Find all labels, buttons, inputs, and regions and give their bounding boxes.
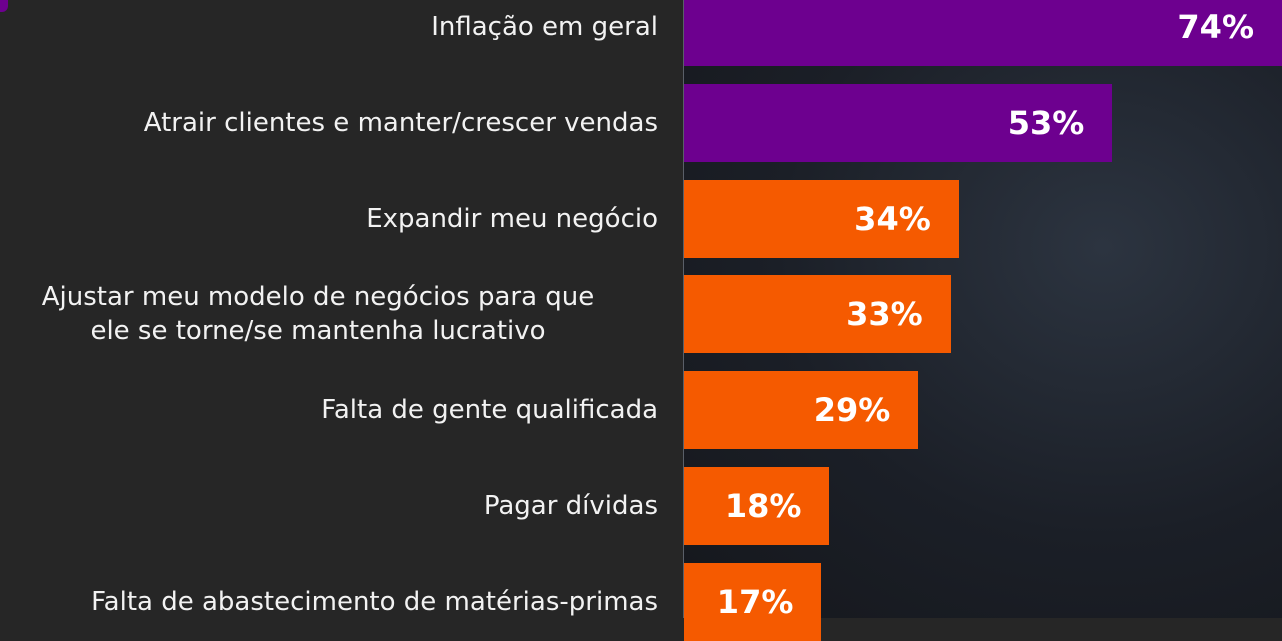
value-label: 53% (1008, 103, 1085, 143)
category-label: Falta de abastecimento de matérias-prima… (0, 585, 658, 619)
category-label: Expandir meu negócio (0, 202, 658, 236)
category-label: Falta de gente qualificada (0, 393, 658, 427)
value-label: 74% (1177, 7, 1254, 47)
value-label: 33% (846, 294, 923, 334)
value-label: 17% (717, 582, 794, 622)
category-label: Inflação em geral (0, 10, 658, 44)
value-label: 29% (814, 390, 891, 430)
category-label: Ajustar meu modelo de negócios para que … (0, 280, 658, 348)
value-label: 18% (725, 486, 802, 526)
value-label: 34% (854, 199, 931, 239)
chart: (() => { const data = JSON.parse(documen… (0, 0, 1282, 618)
category-label: Pagar dívidas (0, 489, 658, 523)
category-label: Atrair clientes e manter/crescer vendas (0, 106, 658, 140)
